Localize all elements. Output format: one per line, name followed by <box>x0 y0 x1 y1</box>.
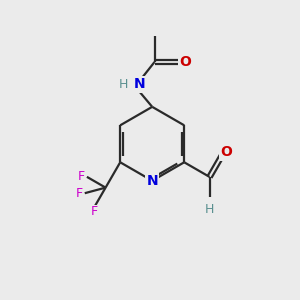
Text: H: H <box>118 78 128 91</box>
Text: N: N <box>134 77 145 92</box>
Text: O: O <box>221 145 232 159</box>
Text: N: N <box>146 174 158 188</box>
Text: H: H <box>205 203 214 216</box>
Text: F: F <box>78 170 85 183</box>
Text: F: F <box>76 187 83 200</box>
Text: F: F <box>91 205 98 218</box>
Text: O: O <box>180 55 191 69</box>
